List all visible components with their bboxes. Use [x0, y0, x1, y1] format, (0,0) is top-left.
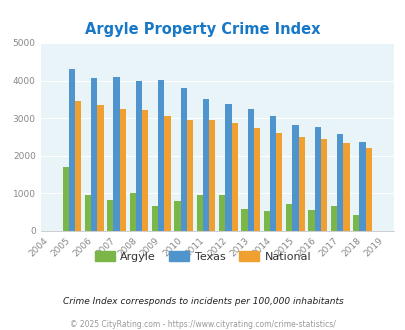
Bar: [113, 77, 119, 231]
Bar: [186, 120, 193, 231]
Bar: [136, 81, 142, 231]
Bar: [174, 201, 180, 231]
Bar: [253, 128, 260, 231]
Bar: [62, 167, 68, 231]
Bar: [142, 110, 148, 231]
Bar: [68, 69, 75, 231]
Bar: [202, 99, 209, 231]
Bar: [330, 206, 336, 231]
Bar: [336, 134, 343, 231]
Bar: [231, 123, 237, 231]
Bar: [365, 148, 371, 231]
Bar: [343, 143, 349, 231]
Bar: [275, 133, 282, 231]
Bar: [263, 211, 269, 231]
Bar: [320, 139, 326, 231]
Bar: [308, 210, 314, 231]
Bar: [196, 195, 202, 231]
Bar: [358, 142, 365, 231]
Bar: [352, 215, 358, 231]
Bar: [241, 209, 247, 231]
Bar: [129, 193, 136, 231]
Bar: [209, 120, 215, 231]
Bar: [292, 125, 298, 231]
Bar: [119, 109, 126, 231]
Bar: [151, 206, 158, 231]
Text: © 2025 CityRating.com - https://www.cityrating.com/crime-statistics/: © 2025 CityRating.com - https://www.city…: [70, 319, 335, 329]
Bar: [97, 105, 103, 231]
Bar: [218, 194, 225, 231]
Bar: [75, 101, 81, 231]
Bar: [314, 127, 320, 231]
Bar: [180, 88, 186, 231]
Bar: [85, 195, 91, 231]
Bar: [158, 80, 164, 231]
Text: Argyle Property Crime Index: Argyle Property Crime Index: [85, 22, 320, 37]
Bar: [247, 109, 253, 231]
Text: Crime Index corresponds to incidents per 100,000 inhabitants: Crime Index corresponds to incidents per…: [62, 297, 343, 307]
Bar: [286, 204, 292, 231]
Legend: Argyle, Texas, National: Argyle, Texas, National: [90, 247, 315, 267]
Bar: [225, 104, 231, 231]
Bar: [91, 78, 97, 231]
Bar: [164, 116, 170, 231]
Bar: [298, 137, 304, 231]
Bar: [107, 200, 113, 231]
Bar: [269, 116, 275, 231]
